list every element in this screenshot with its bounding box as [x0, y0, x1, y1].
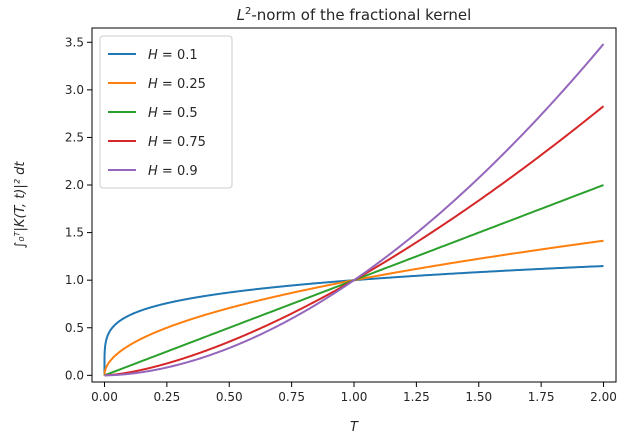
- series-line: [103, 265, 604, 376]
- x-tick-label: 1.25: [403, 390, 430, 404]
- y-tick-label: 0.0: [65, 368, 84, 382]
- chart-title: L2-norm of the fractional kernel: [237, 6, 472, 24]
- legend-label: H = 0.75: [148, 135, 206, 150]
- series-layer: [103, 43, 605, 377]
- series-line: [103, 43, 605, 377]
- x-axis: 0.00 0.25 0.50 0.75 1.00 1.25 1.50 1.75 2.00: [91, 382, 617, 404]
- y-tick-label: 3.5: [65, 35, 84, 49]
- x-tick-label: 1.50: [465, 390, 492, 404]
- series-line: [103, 184, 604, 377]
- x-tick-label: 0.75: [278, 390, 305, 404]
- x-axis-label: T: [350, 420, 359, 435]
- legend-label: H = 0.9: [148, 164, 198, 179]
- x-tick-label: 1.75: [528, 390, 555, 404]
- legend-box: [99, 35, 233, 189]
- series-line: [103, 239, 604, 377]
- y-axis-label: ∫₀ᵀ|K(T, t)|² dt: [13, 161, 28, 249]
- y-tick-label: 2.5: [65, 130, 84, 144]
- y-tick-label: 1.5: [65, 226, 84, 240]
- x-tick-label: 1.00: [341, 390, 368, 404]
- y-axis: 0.0 0.5 1.0 1.5 2.0 2.5 3.0 3.5: [65, 35, 92, 382]
- x-tick-label: 2.00: [590, 390, 617, 404]
- legend-items: H = 0.1 H = 0.25 H = 0.5 H = 0.75 H = 0.9: [108, 48, 206, 179]
- legend-label: H = 0.5: [148, 106, 198, 121]
- y-tick-label: 1.0: [65, 273, 84, 287]
- x-tick-label: 0.25: [153, 390, 180, 404]
- legend-label: H = 0.1: [148, 48, 198, 63]
- y-tick-label: 0.5: [65, 321, 84, 335]
- y-tick-label: 2.0: [65, 178, 84, 192]
- x-tick-label: 0.00: [91, 390, 118, 404]
- y-tick-label: 3.0: [65, 83, 84, 97]
- legend: H = 0.1 H = 0.25 H = 0.5 H = 0.75 H = 0.9: [99, 35, 233, 189]
- x-tick-label: 0.50: [216, 390, 243, 404]
- legend-label: H = 0.25: [148, 77, 206, 92]
